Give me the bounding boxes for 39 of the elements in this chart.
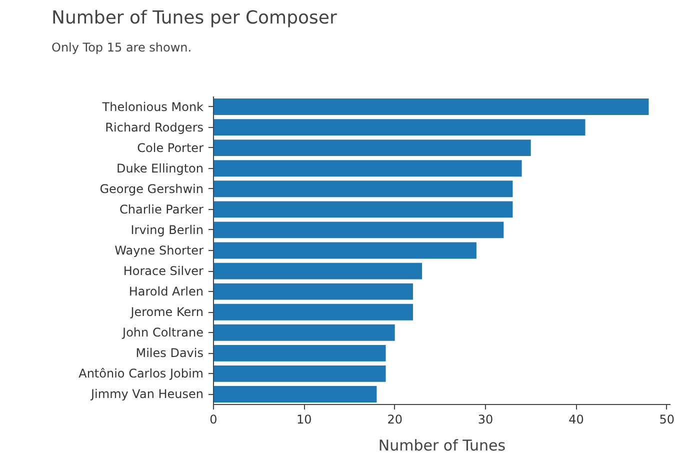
y-tick-label: Harold Arlen	[128, 284, 204, 299]
y-tick-label: Thelonious Monk	[101, 100, 204, 114]
bar	[214, 180, 513, 198]
y-tick-label: Jerome Kern	[130, 305, 204, 320]
y-tick-label: Horace Silver	[123, 264, 204, 278]
bar	[214, 160, 522, 177]
x-tick-label: 50	[659, 412, 675, 426]
bar	[214, 324, 395, 341]
y-tick-label: George Gershwin	[100, 182, 204, 196]
y-tick-label: Miles Davis	[136, 346, 204, 360]
bar	[214, 222, 504, 238]
bar	[214, 344, 386, 362]
y-tick-label: Charlie Parker	[120, 202, 204, 216]
x-tick-label: 10	[296, 412, 312, 426]
y-tick-label: Antônio Carlos Jobim	[78, 366, 204, 381]
bar	[214, 98, 649, 115]
x-tick-label: 20	[387, 412, 402, 426]
x-tick-label: 40	[568, 412, 584, 426]
y-tick-label: Irving Berlin	[130, 222, 204, 237]
y-tick-label: Wayne Shorter	[114, 244, 204, 258]
bar	[214, 304, 413, 320]
x-tick-label: 30	[478, 412, 494, 426]
y-tick-label: Cole Porter	[137, 140, 204, 155]
y-tick-label: Richard Rodgers	[105, 120, 204, 134]
bar	[214, 140, 531, 156]
bar	[214, 119, 586, 136]
chart-title: Number of Tunes per Composer	[52, 8, 338, 28]
x-tick-label: 0	[210, 412, 218, 426]
y-tick-label: Duke Ellington	[116, 161, 204, 176]
bar	[214, 201, 513, 218]
y-tick-label: Jimmy Van Heusen	[90, 387, 204, 402]
x-axis-title: Number of Tunes	[378, 436, 506, 454]
bar	[214, 365, 386, 382]
bar	[214, 386, 377, 402]
bar	[214, 262, 422, 280]
y-tick-label: John Coltrane	[122, 326, 204, 340]
bar	[214, 283, 413, 300]
chart-subtitle: Only Top 15 are shown.	[52, 40, 192, 54]
bar	[214, 242, 476, 259]
